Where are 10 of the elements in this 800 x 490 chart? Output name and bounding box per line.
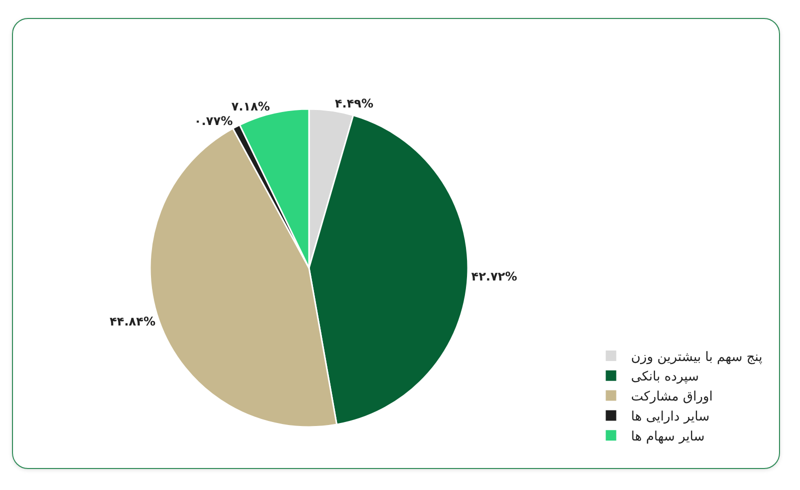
legend-label: پنج سهم با بیشترین وزن [631, 350, 763, 365]
data-label: ۴۲.۷۲% [471, 269, 518, 284]
data-label: ۴.۴۹% [334, 96, 374, 111]
legend-label: سایر سهام ها [631, 429, 705, 444]
legend-label: سایر دارایی ها [631, 410, 710, 425]
data-label: ۴۴.۸۴% [110, 314, 156, 328]
legend-label: سپرده بانکی [631, 370, 699, 385]
data-label: ۷.۱۸% [231, 99, 270, 114]
legend-label: اوراق مشارکت [631, 390, 713, 405]
data-label: ۰.۷۷% [194, 114, 233, 128]
